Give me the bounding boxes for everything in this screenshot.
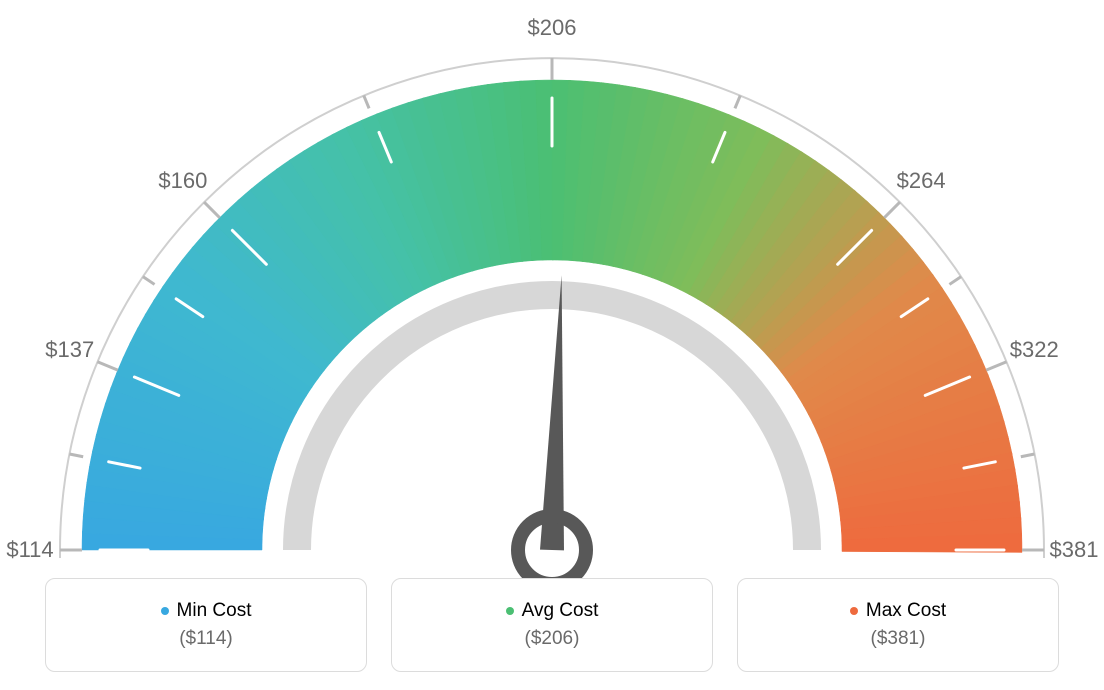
gauge-tick-label: $206 (528, 15, 577, 41)
dot-icon (850, 607, 858, 615)
gauge-tick-label: $160 (158, 168, 207, 194)
legend-card-max: Max Cost ($381) (737, 578, 1059, 672)
legend-value-avg: ($206) (525, 628, 580, 650)
legend-value-min: ($114) (179, 628, 233, 650)
legend-card-min: Min Cost ($114) (45, 578, 367, 672)
legend-label-min: Min Cost (177, 600, 252, 622)
gauge-tick-label: $322 (1010, 337, 1059, 363)
legend-label-avg: Avg Cost (522, 600, 599, 622)
legend-label-max: Max Cost (866, 600, 946, 622)
dot-icon (161, 607, 169, 615)
gauge-svg (0, 20, 1104, 580)
gauge-tick-label: $264 (897, 168, 946, 194)
legend-row: Min Cost ($114) Avg Cost ($206) Max Cost… (45, 578, 1059, 672)
cost-gauge-chart: $114 $137 $160 $206 $264 $322 $381 (0, 0, 1104, 560)
gauge-tick-label: $381 (1050, 537, 1099, 563)
legend-title-avg: Avg Cost (506, 600, 599, 622)
gauge-tick-label: $114 (6, 537, 53, 563)
legend-card-avg: Avg Cost ($206) (391, 578, 713, 672)
gauge-tick-label: $137 (45, 337, 94, 363)
dot-icon (506, 607, 514, 615)
legend-title-min: Min Cost (161, 600, 252, 622)
legend-title-max: Max Cost (850, 600, 946, 622)
legend-value-max: ($381) (871, 628, 926, 650)
